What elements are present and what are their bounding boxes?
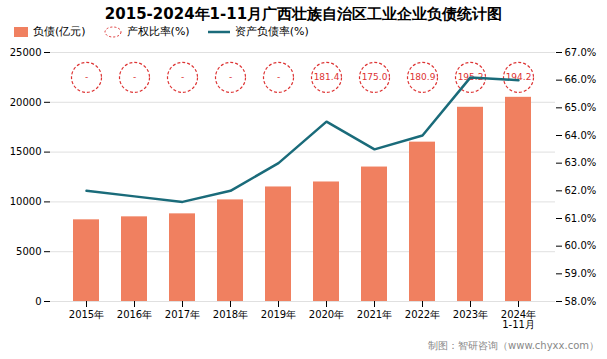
svg-text:63.0%: 63.0% [565, 157, 597, 168]
svg-text:25000: 25000 [10, 47, 42, 58]
svg-text:67.0%: 67.0% [565, 47, 597, 58]
svg-text:175.0: 175.0 [362, 72, 388, 82]
svg-text:61.0%: 61.0% [565, 213, 597, 224]
svg-text:195.2: 195.2 [457, 72, 484, 83]
svg-text:-: - [181, 72, 184, 82]
svg-text:58.0%: 58.0% [565, 296, 597, 307]
svg-text:2019年: 2019年 [261, 309, 296, 320]
html-text:负债(亿元): 负债(亿元) [33, 25, 86, 38]
svg-text:-: - [133, 72, 136, 82]
svg-text:181.4: 181.4 [314, 72, 340, 82]
svg-text:2024年1-11月: 2024年1-11月 [501, 309, 536, 330]
svg-text:2015年: 2015年 [69, 309, 104, 320]
svg-text:2023年: 2023年 [453, 309, 488, 320]
html-text:制图：智研咨询（www.chyxx.com）: 制图：智研咨询（www.chyxx.com） [428, 340, 599, 351]
svg-text:2017年: 2017年 [165, 309, 200, 320]
svg-text:-: - [229, 72, 232, 82]
svg-text:2016年: 2016年 [117, 309, 152, 320]
svg-text:15000: 15000 [10, 146, 42, 157]
svg-text:2021年: 2021年 [357, 309, 392, 320]
svg-text:60.0%: 60.0% [565, 240, 597, 251]
svg-text:65.0%: 65.0% [565, 102, 597, 113]
svg-text:62.0%: 62.0% [565, 185, 597, 196]
svg-text:-: - [85, 72, 88, 82]
svg-text:194.2: 194.2 [505, 72, 532, 83]
svg-text:5000: 5000 [16, 246, 41, 257]
html-text:2015-2024年1-11月广西壮族自治区工业企业负债统计: 2015-2024年1-11月广西壮族自治区工业企业负债统计图 [104, 5, 503, 23]
svg-text:10000: 10000 [10, 196, 42, 207]
svg-text:2018年: 2018年 [213, 309, 248, 320]
svg-text:64.0%: 64.0% [565, 130, 597, 141]
svg-text:20000: 20000 [10, 97, 42, 108]
html-text:产权比率(%): 产权比率(%) [126, 25, 190, 38]
svg-text:2022年: 2022年 [405, 309, 440, 320]
svg-text:59.0%: 59.0% [565, 268, 597, 279]
html-text:资产负债率(%): 资产负债率(%) [234, 25, 309, 38]
svg-text:-: - [277, 72, 280, 82]
svg-text:66.0%: 66.0% [565, 74, 597, 85]
svg-text:180.9: 180.9 [410, 72, 436, 82]
svg-text:2020年: 2020年 [309, 309, 344, 320]
svg-text:0: 0 [35, 296, 41, 307]
